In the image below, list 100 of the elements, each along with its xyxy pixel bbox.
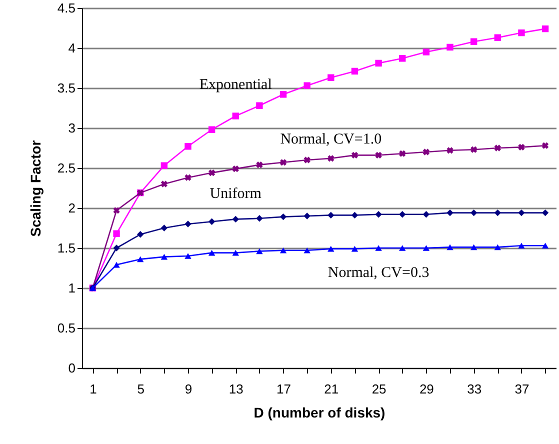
point <box>470 244 478 250</box>
point <box>351 68 358 75</box>
point <box>304 82 310 89</box>
point <box>422 211 430 218</box>
x-tick-label: 29 <box>419 382 434 396</box>
point <box>375 152 382 159</box>
point <box>375 245 382 251</box>
point <box>160 162 168 169</box>
point <box>446 209 454 216</box>
point <box>351 212 358 219</box>
point <box>328 212 334 219</box>
point <box>137 256 144 262</box>
point <box>113 207 120 214</box>
series-label: Normal, CV=0.3 <box>328 265 430 281</box>
x-tick-label: 1 <box>90 382 97 396</box>
point <box>160 180 168 188</box>
point <box>470 146 478 153</box>
point <box>137 231 144 238</box>
point <box>328 246 334 252</box>
point <box>280 159 287 166</box>
y-tick-label: 3.5 <box>57 80 76 96</box>
point <box>399 245 406 251</box>
y-tick-label: 4.5 <box>57 0 76 16</box>
x-tick-label: 33 <box>467 382 482 396</box>
y-tick-label: 1.5 <box>57 240 76 256</box>
y-tick-label: 0 <box>68 360 76 376</box>
point <box>304 247 310 254</box>
point <box>518 144 525 151</box>
point <box>328 155 334 162</box>
y-tick-label: 1 <box>68 280 76 296</box>
point <box>494 144 501 152</box>
point <box>208 126 216 133</box>
point <box>232 112 239 120</box>
point <box>184 220 192 228</box>
point <box>256 248 263 254</box>
x-tick-label: 5 <box>137 382 144 396</box>
point <box>422 48 430 56</box>
point <box>280 91 287 98</box>
point <box>256 215 263 222</box>
point <box>399 55 406 62</box>
point <box>232 216 239 223</box>
point <box>470 209 478 216</box>
y-tick-label: 3 <box>68 120 76 136</box>
point <box>208 250 216 256</box>
point <box>351 152 358 159</box>
series-label: Normal, CV=1.0 <box>280 131 382 148</box>
point <box>494 34 501 41</box>
point <box>160 224 168 232</box>
point <box>399 150 406 157</box>
point <box>256 161 263 168</box>
point <box>494 209 501 216</box>
point <box>160 254 168 260</box>
y-tick-label: 0.5 <box>57 320 76 336</box>
point <box>304 156 310 164</box>
point <box>208 218 216 225</box>
point <box>375 211 382 218</box>
point <box>399 211 406 218</box>
point <box>446 44 454 51</box>
point <box>422 148 430 156</box>
x-tick-label: 21 <box>324 382 339 396</box>
point <box>518 242 525 249</box>
point <box>113 262 120 268</box>
point <box>446 244 454 250</box>
x-tick-label: 37 <box>514 382 530 396</box>
point <box>542 25 549 32</box>
point <box>328 74 334 81</box>
point <box>351 246 358 252</box>
point <box>232 165 239 172</box>
x-tick-label: 13 <box>228 382 244 396</box>
x-tick-label: 9 <box>184 382 192 396</box>
point <box>184 174 192 181</box>
series-label: Exponential <box>199 77 272 93</box>
point <box>208 169 216 176</box>
point <box>470 38 478 45</box>
x-tick-label: 17 <box>276 382 292 396</box>
point <box>542 209 549 216</box>
point <box>542 242 549 249</box>
point <box>375 60 382 67</box>
point <box>304 212 310 220</box>
x-axis-title: D (number of disks) <box>254 404 386 420</box>
y-axis-title: Scaling Factor <box>27 140 44 237</box>
series-label: Uniform <box>210 186 262 202</box>
point <box>280 213 287 220</box>
point <box>113 244 120 252</box>
point <box>280 247 287 254</box>
point <box>494 244 501 250</box>
y-tick-label: 2 <box>68 200 76 216</box>
y-tick-label: 2.5 <box>57 160 76 176</box>
point <box>518 209 525 216</box>
x-tick-label: 25 <box>372 382 386 396</box>
point <box>446 147 454 154</box>
point <box>256 102 263 109</box>
point <box>542 142 549 149</box>
point <box>422 245 430 251</box>
point <box>113 230 120 237</box>
y-tick-label: 4 <box>68 40 76 56</box>
point <box>184 253 192 259</box>
point <box>232 250 239 256</box>
point <box>518 29 525 36</box>
point <box>184 143 192 150</box>
